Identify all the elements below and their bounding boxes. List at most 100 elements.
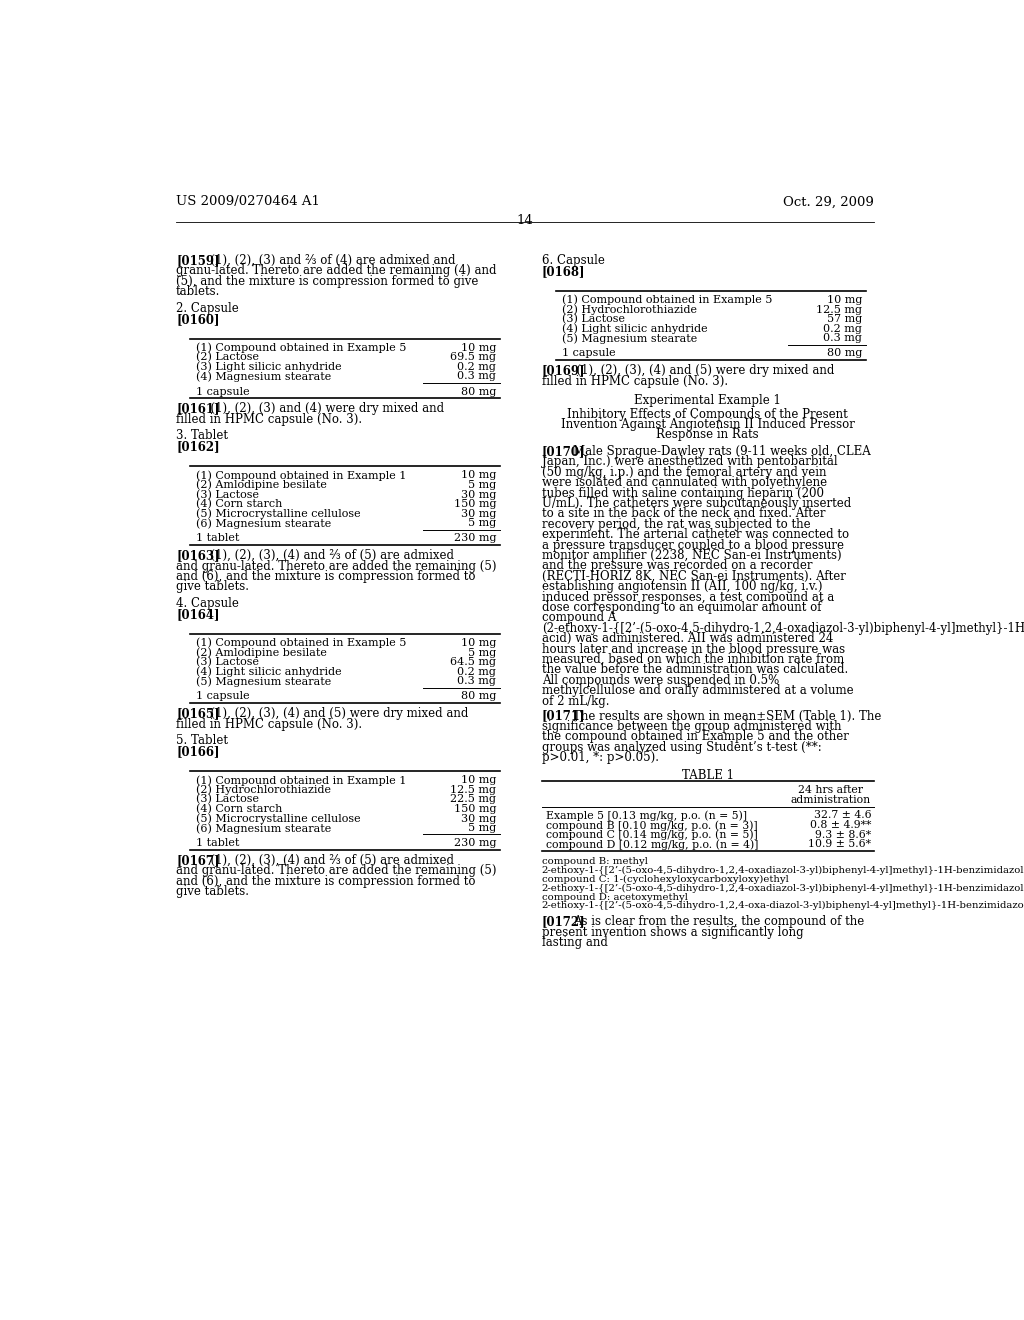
Text: 10 mg: 10 mg [826,294,862,305]
Text: 1 capsule: 1 capsule [197,692,250,701]
Text: (4) Corn starch: (4) Corn starch [197,804,283,814]
Text: (1) Compound obtained in Example 1: (1) Compound obtained in Example 1 [197,470,407,480]
Text: 1 capsule: 1 capsule [562,348,615,359]
Text: and the pressure was recorded on a recorder: and the pressure was recorded on a recor… [542,560,812,573]
Text: [0167]: [0167] [176,854,219,867]
Text: 1 tablet: 1 tablet [197,838,240,849]
Text: Invention Against Angiotensin II Induced Pressor: Invention Against Angiotensin II Induced… [561,418,855,432]
Text: 10 mg: 10 mg [461,343,496,352]
Text: US 2009/0270464 A1: US 2009/0270464 A1 [176,195,319,209]
Text: 69.5 mg: 69.5 mg [451,352,496,362]
Text: (1) Compound obtained in Example 5: (1) Compound obtained in Example 5 [562,294,772,305]
Text: (2) Amlodipine besilate: (2) Amlodipine besilate [197,480,327,491]
Text: monitor amplifier (2238, NEC San-ei Instruments): monitor amplifier (2238, NEC San-ei Inst… [542,549,842,562]
Text: (1) Compound obtained in Example 5: (1) Compound obtained in Example 5 [197,343,407,354]
Text: [0172]: [0172] [542,915,586,928]
Text: (1), (2), (3), (4) and ⅔ of (5) are admixed: (1), (2), (3), (4) and ⅔ of (5) are admi… [203,549,454,562]
Text: As is clear from the results, the compound of the: As is clear from the results, the compou… [572,915,864,928]
Text: of 2 mL/kg.: of 2 mL/kg. [542,694,609,708]
Text: 0.2 mg: 0.2 mg [823,323,862,334]
Text: and (6), and the mixture is compression formed to: and (6), and the mixture is compression … [176,875,475,888]
Text: compound B: methyl: compound B: methyl [542,858,648,866]
Text: experiment. The arterial catheter was connected to: experiment. The arterial catheter was co… [542,528,849,541]
Text: 0.3 mg: 0.3 mg [458,371,496,381]
Text: and granu-lated. Thereto are added the remaining (5): and granu-lated. Thereto are added the r… [176,865,497,878]
Text: filled in HPMC capsule (No. 3).: filled in HPMC capsule (No. 3). [176,718,362,730]
Text: compound D: acetoxymethyl: compound D: acetoxymethyl [542,892,688,902]
Text: 4. Capsule: 4. Capsule [176,597,239,610]
Text: (6) Magnesium stearate: (6) Magnesium stearate [197,519,332,529]
Text: (3) Lactose: (3) Lactose [197,795,259,805]
Text: 0.3 mg: 0.3 mg [823,334,862,343]
Text: [0168]: [0168] [542,265,586,279]
Text: The results are shown in mean±SEM (Table 1). The: The results are shown in mean±SEM (Table… [572,710,881,722]
Text: Experimental Example 1: Experimental Example 1 [634,395,781,407]
Text: (5) Microcrystalline cellulose: (5) Microcrystalline cellulose [197,508,360,519]
Text: granu-lated. Thereto are added the remaining (4) and: granu-lated. Thereto are added the remai… [176,264,497,277]
Text: filled in HPMC capsule (No. 3).: filled in HPMC capsule (No. 3). [542,375,728,388]
Text: 150 mg: 150 mg [454,804,496,814]
Text: Japan, Inc.) were anesthetized with pentobarbital: Japan, Inc.) were anesthetized with pent… [542,455,838,469]
Text: [0160]: [0160] [176,313,219,326]
Text: [0159]: [0159] [176,253,219,267]
Text: 30 mg: 30 mg [461,813,496,824]
Text: 57 mg: 57 mg [826,314,862,325]
Text: 2-ethoxy-1-{[2’-(5-oxo-4,5-dihydro-1,2,4-oxadiazol-3-yl)biphenyl-4-yl]methyl}-1H: 2-ethoxy-1-{[2’-(5-oxo-4,5-dihydro-1,2,4… [542,883,1024,892]
Text: (2) Hydrochlorothiazide: (2) Hydrochlorothiazide [562,305,697,315]
Text: 64.5 mg: 64.5 mg [451,657,496,667]
Text: 30 mg: 30 mg [461,490,496,499]
Text: (1), (2), (3), (4) and (5) were dry mixed and: (1), (2), (3), (4) and (5) were dry mixe… [568,364,835,378]
Text: [0165]: [0165] [176,708,219,721]
Text: filled in HPMC capsule (No. 3).: filled in HPMC capsule (No. 3). [176,413,362,425]
Text: (5) Microcrystalline cellulose: (5) Microcrystalline cellulose [197,813,360,824]
Text: 5 mg: 5 mg [468,480,496,490]
Text: give tablets.: give tablets. [176,581,249,594]
Text: Response in Rats: Response in Rats [656,429,759,441]
Text: (1) Compound obtained in Example 1: (1) Compound obtained in Example 1 [197,775,407,785]
Text: 14: 14 [516,214,534,227]
Text: 5 mg: 5 mg [468,824,496,833]
Text: and (6), and the mixture is compression formed to: and (6), and the mixture is compression … [176,570,475,583]
Text: (5), and the mixture is compression formed to give: (5), and the mixture is compression form… [176,275,478,288]
Text: significance between the group administered with: significance between the group administe… [542,719,842,733]
Text: (2-ethoxy-1-{[2’-(5-oxo-4,5-dihydro-1,2,4-oxadiazol-3-yl)biphenyl-4-yl]methyl}-1: (2-ethoxy-1-{[2’-(5-oxo-4,5-dihydro-1,2,… [542,622,1024,635]
Text: the compound obtained in Example 5 and the other: the compound obtained in Example 5 and t… [542,730,849,743]
Text: groups was analyzed using Student’s t-test (**:: groups was analyzed using Student’s t-te… [542,741,821,754]
Text: [0162]: [0162] [176,441,220,453]
Text: (3) Lactose: (3) Lactose [562,314,625,325]
Text: p>0.01, *: p>0.05).: p>0.01, *: p>0.05). [542,751,658,764]
Text: 5 mg: 5 mg [468,519,496,528]
Text: 0.2 mg: 0.2 mg [458,362,496,372]
Text: a pressure transducer coupled to a blood pressure: a pressure transducer coupled to a blood… [542,539,844,552]
Text: (3) Lactose: (3) Lactose [197,490,259,500]
Text: U/mL). The catheters were subcutaneously inserted: U/mL). The catheters were subcutaneously… [542,498,851,510]
Text: recovery period, the rat was subjected to the: recovery period, the rat was subjected t… [542,517,810,531]
Text: [0161]: [0161] [176,403,219,416]
Text: 12.5 mg: 12.5 mg [451,785,496,795]
Text: (50 mg/kg, i.p.) and the femoral artery and vein: (50 mg/kg, i.p.) and the femoral artery … [542,466,826,479]
Text: 0.3 mg: 0.3 mg [458,676,496,686]
Text: compound B [0.10 mg/kg, p.o. (n = 3)]: compound B [0.10 mg/kg, p.o. (n = 3)] [546,820,758,830]
Text: measured, based on which the inhibition rate from: measured, based on which the inhibition … [542,653,844,665]
Text: 1 capsule: 1 capsule [197,387,250,396]
Text: Oct. 29, 2009: Oct. 29, 2009 [782,195,873,209]
Text: methylcellulose and orally administered at a volume: methylcellulose and orally administered … [542,684,853,697]
Text: (1), (2), (3), (4) and ⅔ of (5) are admixed: (1), (2), (3), (4) and ⅔ of (5) are admi… [203,854,454,867]
Text: All compounds were suspended in 0.5%: All compounds were suspended in 0.5% [542,673,779,686]
Text: 2-ethoxy-1-{[2’-(5-oxo-4,5-dihydro-1,2,4-oxadiazol-3-yl)biphenyl-4-yl]methyl}-1H: 2-ethoxy-1-{[2’-(5-oxo-4,5-dihydro-1,2,4… [542,866,1024,875]
Text: 10 mg: 10 mg [461,638,496,648]
Text: were isolated and cannulated with polyethylene: were isolated and cannulated with polyet… [542,477,827,490]
Text: compound C: 1-(cyclohexyloxycarboxyloxy)ethyl: compound C: 1-(cyclohexyloxycarboxyloxy)… [542,875,788,884]
Text: 80 mg: 80 mg [461,387,496,396]
Text: 32.7 ± 4.6: 32.7 ± 4.6 [814,810,871,821]
Text: (4) Corn starch: (4) Corn starch [197,499,283,510]
Text: 30 mg: 30 mg [461,508,496,519]
Text: (2) Hydrochlorothiazide: (2) Hydrochlorothiazide [197,785,331,796]
Text: tubes filled with saline containing heparin (200: tubes filled with saline containing hepa… [542,487,824,499]
Text: [0163]: [0163] [176,549,220,562]
Text: dose corresponding to an equimolar amount of: dose corresponding to an equimolar amoun… [542,601,821,614]
Text: hours later and increase in the blood pressure was: hours later and increase in the blood pr… [542,643,845,656]
Text: Example 5 [0.13 mg/kg, p.o. (n = 5)]: Example 5 [0.13 mg/kg, p.o. (n = 5)] [546,810,746,821]
Text: 24 hrs after: 24 hrs after [799,785,863,795]
Text: the value before the administration was calculated.: the value before the administration was … [542,664,848,676]
